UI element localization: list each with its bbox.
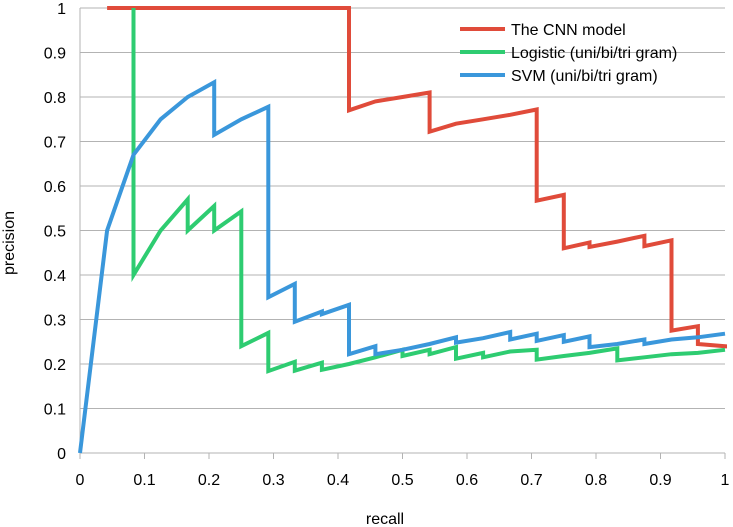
x-tick-label: 1 (721, 472, 730, 489)
y-tick-label: 0.1 (44, 402, 66, 419)
x-tick-label: 0.6 (456, 472, 478, 489)
series-line-0 (107, 6, 727, 349)
legend: The CNN model Logistic (uni/bi/tri gram) S… (460, 22, 677, 85)
y-tick-label: 1 (57, 1, 66, 18)
y-tick-label: 0.3 (44, 313, 66, 330)
legend-label: SVM (uni/bi/tri gram) (511, 68, 658, 85)
x-tick-label: 0.2 (198, 472, 220, 489)
x-tick-label: 0.5 (391, 472, 413, 489)
legend-label: The CNN model (511, 22, 626, 39)
legend-label: Logistic (uni/bi/tri gram) (511, 45, 677, 62)
series-lines (78, 6, 727, 454)
x-tick-label: 0.7 (520, 472, 542, 489)
series-line-2 (78, 78, 726, 454)
x-tick-label: 0.4 (327, 472, 349, 489)
x-axis-label: recall (366, 511, 404, 527)
grid-lines (80, 7, 725, 409)
y-tick-label: 0.4 (44, 268, 66, 285)
x-tick-label: 0.3 (262, 472, 284, 489)
x-tick-label: 0.8 (585, 472, 607, 489)
y-axis-label: precision (1, 211, 18, 275)
x-tick-label: 0.9 (649, 472, 671, 489)
y-tick-label: 0.9 (44, 46, 66, 63)
x-tick-label: 0 (76, 472, 85, 489)
x-tick-labels: 0 0.1 0.2 0.3 0.4 0.5 0.6 0.7 0.8 0.9 1 (76, 453, 730, 489)
y-tick-label: 0.8 (44, 90, 66, 107)
y-tick-label: 0.6 (44, 179, 66, 196)
y-tick-label: 0.2 (44, 357, 66, 374)
y-tick-label: 0 (57, 446, 66, 463)
series-line-1 (131, 8, 726, 374)
y-tick-label: 0.5 (44, 224, 66, 241)
x-tick-label: 0.1 (133, 472, 155, 489)
y-tick-labels: 0 0.1 0.2 0.3 0.4 0.5 0.6 0.7 0.8 0.9 1 (44, 1, 66, 463)
y-tick-label: 0.7 (44, 135, 66, 152)
